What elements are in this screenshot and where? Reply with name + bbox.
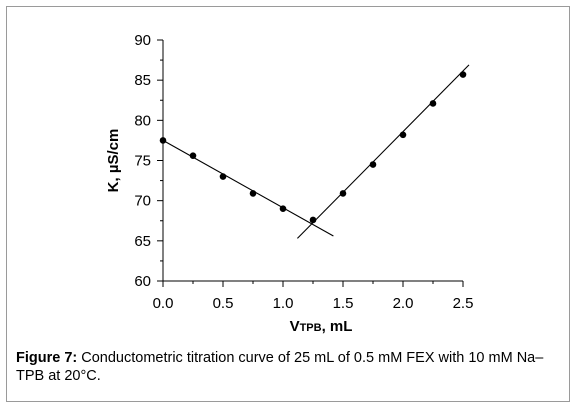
- x-tick-label: 1.5: [333, 295, 354, 312]
- data-point: [399, 131, 407, 139]
- x-axis-label-sub: TPB: [300, 322, 322, 334]
- data-point: [429, 100, 437, 107]
- fit-lines: [162, 64, 470, 239]
- y-tick-label: 60: [134, 273, 151, 290]
- y-tick-label: 70: [134, 193, 151, 210]
- data-point: [189, 152, 197, 159]
- y-tick-label: 85: [134, 72, 151, 89]
- data-point: [279, 205, 287, 212]
- x-axis-label: VTPB, mL: [290, 318, 353, 335]
- fit-line: [297, 64, 470, 239]
- y-tick-label: 80: [134, 112, 151, 129]
- x-tick-label: 1.0: [273, 295, 294, 312]
- data-point: [219, 173, 227, 180]
- chart-axes: [157, 39, 464, 287]
- data-point: [369, 161, 377, 168]
- caption-text: Conductometric titration curve of 25 mL …: [16, 350, 544, 384]
- caption-label: Figure 7:: [16, 350, 78, 366]
- y-tick-label: 90: [134, 32, 151, 49]
- data-point: [459, 71, 467, 78]
- y-axis-label: K, µS/cm: [105, 129, 122, 193]
- x-tick-label: 0.0: [153, 295, 174, 312]
- fit-line: [162, 139, 334, 237]
- data-points: [159, 71, 467, 224]
- data-point: [309, 216, 317, 224]
- data-point: [159, 137, 167, 144]
- x-tick-label: 2.0: [393, 295, 414, 312]
- y-tick-label: 75: [134, 153, 151, 170]
- tick-labels: 60 65 70 75 80 85 90 0.0 0.5 1.0 1.5 2.0 2.5: [134, 32, 473, 312]
- figure-caption: Figure 7: Conductometric titration curve…: [16, 349, 564, 385]
- x-axis-label-rest: , mL: [322, 318, 353, 335]
- figure-frame: [6, 6, 570, 402]
- data-point: [339, 190, 347, 197]
- x-axis-label-main: V: [290, 318, 300, 335]
- y-tick-label: 65: [134, 233, 151, 250]
- data-point: [249, 190, 257, 197]
- x-tick-label: 0.5: [213, 295, 234, 312]
- x-tick-label: 2.5: [453, 295, 474, 312]
